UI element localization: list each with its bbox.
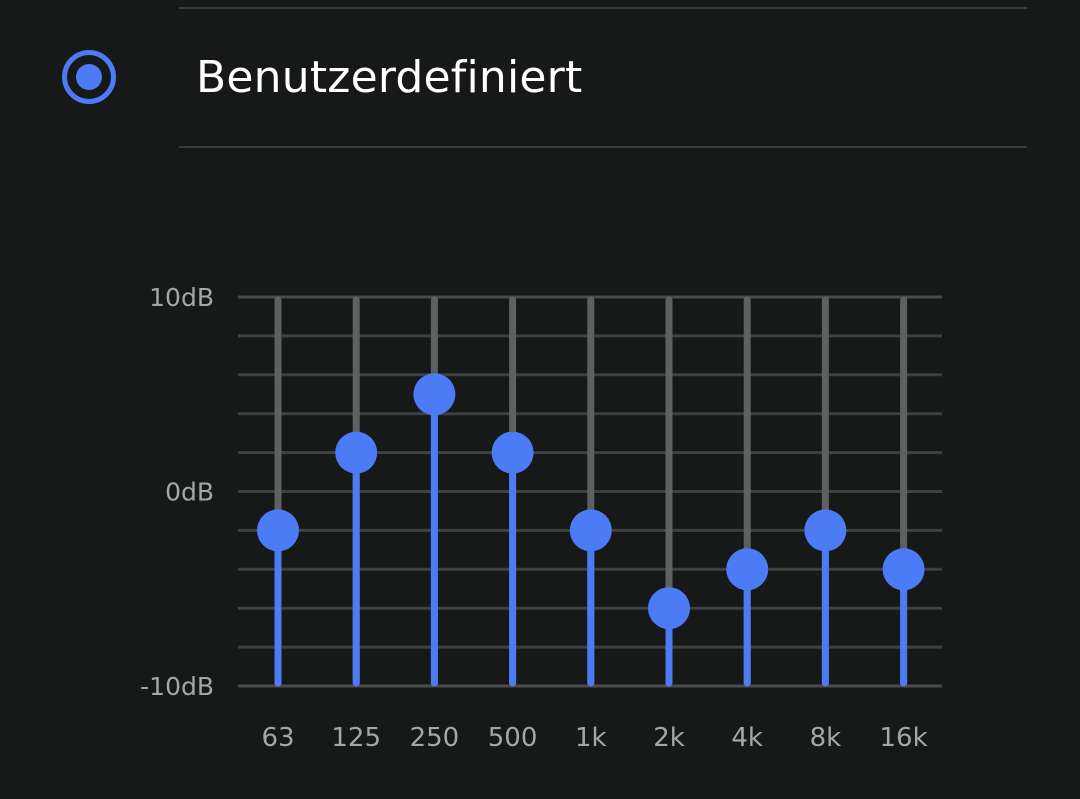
slider-thumb-500[interactable]	[491, 431, 534, 474]
band-label: 250	[410, 723, 460, 753]
band-label: 8k	[810, 723, 842, 753]
preset-label: Benutzerdefiniert	[196, 52, 583, 103]
band-label: 500	[488, 723, 538, 753]
preset-option-custom[interactable]: Benutzerdefiniert	[0, 20, 1080, 136]
radio-selected-dot-icon	[76, 64, 102, 90]
slider-thumb-250[interactable]	[413, 373, 456, 416]
slider-thumb-4k[interactable]	[726, 548, 769, 591]
radio-ring-icon	[62, 50, 116, 104]
band-label: 4k	[731, 723, 763, 753]
radio-button[interactable]	[62, 50, 116, 104]
band-label: 125	[331, 723, 381, 753]
slider-thumb-2k[interactable]	[648, 587, 690, 630]
slider-thumb-8k[interactable]	[804, 509, 847, 552]
slider-thumb-125[interactable]	[335, 431, 378, 474]
y-tick-label: 10dB	[149, 283, 214, 312]
slider-thumb-63[interactable]	[257, 509, 299, 552]
y-tick-label: -10dB	[140, 672, 214, 701]
slider-thumb-1k[interactable]	[569, 509, 612, 552]
bottom-divider	[179, 146, 1027, 148]
slider-thumb-16k[interactable]	[882, 548, 925, 591]
band-label: 16k	[880, 723, 928, 753]
band-label: 1k	[575, 723, 607, 753]
top-divider	[179, 7, 1027, 9]
band-label: 63	[261, 723, 294, 753]
y-tick-label: 0dB	[165, 478, 214, 507]
band-label: 2k	[653, 723, 685, 753]
